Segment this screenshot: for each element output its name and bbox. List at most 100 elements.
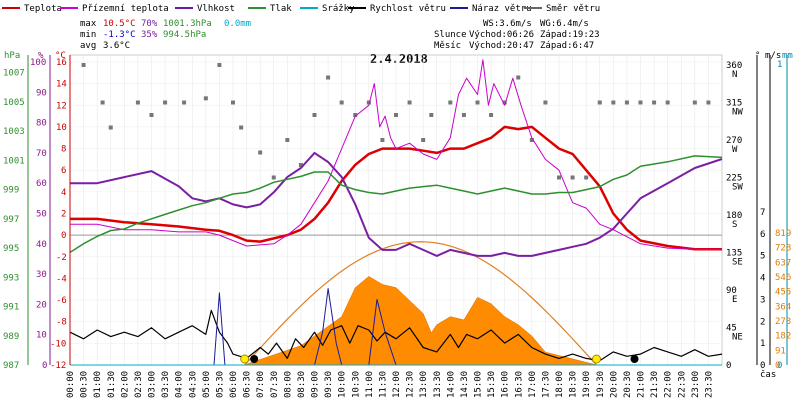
x-tick-label: 03:30	[161, 371, 171, 398]
wind-direction-point	[217, 63, 222, 67]
wind-direction-point	[108, 125, 113, 130]
axis-unit-wind-dir: °	[755, 51, 760, 61]
axis-unit-pressure: hPa	[4, 51, 20, 61]
legend-label: Vlhkost	[197, 4, 235, 14]
x-tick-label: 23:30	[704, 371, 714, 398]
speed-tick-label: 5	[760, 252, 765, 262]
moonset: Západ:6:47	[540, 41, 594, 51]
solar-tick-label: 455	[775, 288, 791, 298]
temp-tick-label: -12	[50, 361, 66, 371]
pressure-tick-label: 987	[3, 361, 19, 371]
wind-direction-point	[312, 113, 317, 117]
x-tick-label: 02:30	[134, 371, 144, 398]
x-tick-label: 06:00	[229, 371, 239, 398]
x-tick-label: 14:30	[460, 371, 470, 398]
stats-min-press: 994.5hPa	[163, 30, 206, 40]
x-tick-label: 17:30	[541, 371, 551, 398]
axis-unit-wind-speed: m/s	[765, 51, 781, 61]
legend-label: Směr větru	[546, 4, 600, 14]
solar-tick-label: 728	[775, 244, 791, 254]
temp-tick-label: 8	[61, 145, 66, 155]
temp-tick-label: -2	[56, 253, 67, 263]
solar-tick-label: 273	[775, 317, 791, 327]
humidity-tick-label: 60	[36, 179, 47, 189]
wind-direction-point	[421, 138, 426, 142]
x-tick-label: 07:00	[256, 371, 266, 398]
x-tick-label: 17:00	[528, 371, 538, 398]
speed-tick-label: 4	[760, 274, 765, 284]
temp-tick-label: 14	[56, 80, 67, 90]
dir-tick-label: 135	[726, 249, 742, 259]
dir-compass-label: SE	[732, 258, 743, 268]
dir-compass-label: N	[732, 70, 737, 80]
stats-avg-temp: 3.6°C	[103, 41, 130, 51]
wind-speed-info: WS:3.6m/s	[483, 19, 532, 29]
legend-label: Teplota	[24, 4, 62, 14]
x-tick-label: 04:00	[175, 371, 185, 398]
chart-legend: Teplota Přízemní teplota Vlhkost Tlak Srážky…	[2, 4, 600, 14]
temp-tick-label: -6	[56, 296, 67, 306]
x-tick-label: 21:00	[637, 371, 647, 398]
stats-block: max 10.5°C 70% 1001.3hPa 0.0mm min -1.3°…	[80, 19, 251, 51]
legend-label: Rychlost větru	[370, 4, 446, 14]
x-tick-label: 20:30	[623, 371, 633, 398]
x-tick-label: 18:30	[569, 371, 579, 398]
stats-min-temp: -1.3°C	[103, 30, 136, 40]
dir-compass-label: NE	[732, 333, 743, 343]
dir-compass-label: W	[732, 145, 738, 155]
x-tick-label: 13:30	[433, 371, 443, 398]
humidity-tick-label: 70	[36, 149, 47, 159]
wind-direction-point	[285, 138, 290, 142]
sun-label: Slunce	[434, 30, 467, 40]
series-line-tlak	[69, 155, 723, 254]
stats-min-label: min	[80, 30, 96, 40]
axis-unit-humidity: %	[38, 51, 44, 61]
series-line-p-zemn-teplota	[70, 59, 722, 250]
stats-min-hum: 35%	[141, 30, 158, 40]
humidity-tick-label: 30	[36, 270, 47, 280]
x-tick-label: 22:30	[677, 371, 687, 398]
moon-marker	[250, 355, 259, 363]
temp-tick-label: -10	[50, 339, 66, 349]
x-tick-label: 01:00	[93, 371, 103, 398]
wind-direction-point	[597, 100, 602, 105]
wind-direction-point	[258, 150, 263, 155]
dir-tick-label: 45	[726, 324, 737, 334]
wind-direction-point	[182, 100, 187, 105]
rain-tick-label: 0	[777, 361, 782, 371]
x-tick-label: 08:30	[297, 371, 307, 398]
stats-max-press: 1001.3hPa	[163, 19, 212, 29]
x-tick-label: 10:30	[351, 371, 361, 398]
pressure-tick-label: 1005	[3, 98, 25, 108]
pressure-tick-label: 1001	[3, 156, 25, 166]
wind-direction-point	[461, 113, 466, 117]
x-tick-label: 06:30	[243, 371, 253, 398]
temp-tick-label: 4	[61, 188, 66, 198]
wind-direction-point	[163, 100, 168, 105]
dir-tick-label: 225	[726, 174, 742, 184]
wind-direction-point	[448, 100, 453, 105]
speed-tick-label: 0	[760, 361, 765, 371]
wind-direction-point	[584, 175, 589, 180]
wind-direction-point	[692, 100, 697, 105]
pressure-tick-label: 999	[3, 186, 19, 196]
wind-direction-point	[298, 163, 303, 167]
wind-direction-point	[326, 75, 331, 80]
temp-tick-label: 6	[61, 166, 66, 176]
x-tick-label: 07:30	[270, 371, 280, 398]
speed-tick-label: 2	[760, 317, 765, 327]
x-tick-label: 02:00	[120, 371, 130, 398]
wind-direction-point	[516, 75, 521, 80]
dir-tick-label: 360	[726, 61, 742, 71]
stats-max-hum: 70%	[141, 19, 158, 29]
x-tick-label: 12:00	[392, 371, 402, 398]
moon-label: Měsíc	[434, 41, 461, 51]
wind-direction-point	[353, 113, 358, 117]
moonrise: Východ:20:47	[469, 41, 534, 51]
x-tick-label: 13:00	[419, 371, 429, 398]
wind-direction-points	[81, 63, 711, 180]
solar-tick-label: 91	[775, 346, 786, 356]
temp-tick-label: 0	[61, 231, 66, 241]
x-tick-label: 21:30	[650, 371, 660, 398]
